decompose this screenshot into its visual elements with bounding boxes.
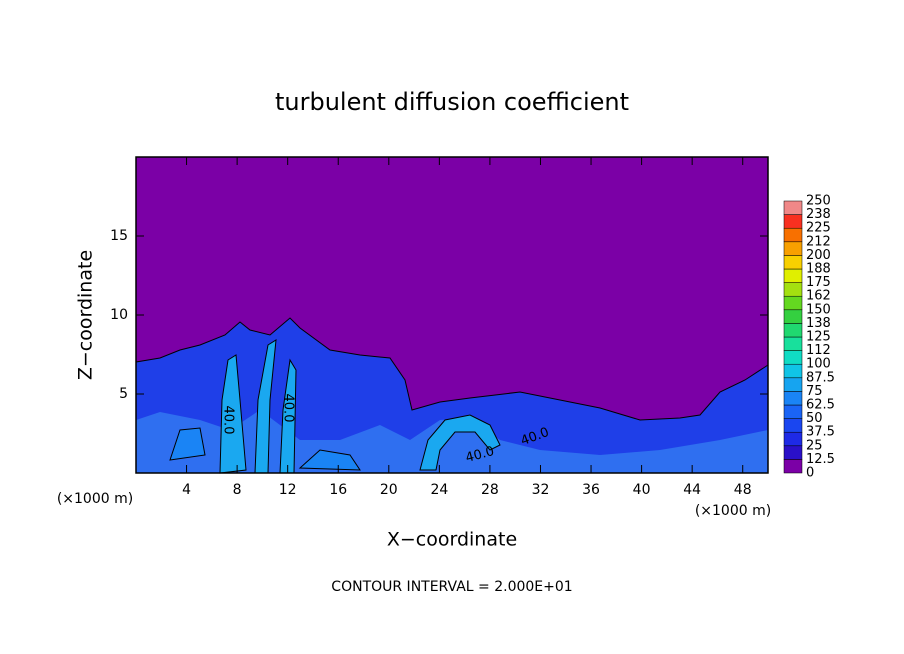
colorbar-segment <box>783 459 803 474</box>
x-axis-label: X−coordinate <box>387 529 517 551</box>
colorbar-segment <box>783 418 803 433</box>
colorbar-segment <box>783 363 803 379</box>
colorbar-label: 100 <box>806 357 831 372</box>
field <box>135 157 769 474</box>
colorbar-segment <box>783 350 803 365</box>
colorbar-segment <box>783 200 803 215</box>
colorbar-label: 212 <box>806 234 831 249</box>
y-tick-label: 15 <box>110 228 128 244</box>
colorbar-label: 225 <box>806 221 831 236</box>
colorbar-label: 162 <box>806 289 831 304</box>
colorbar-label: 37.5 <box>806 425 835 440</box>
colorbar-label: 125 <box>806 330 831 345</box>
y-axis-label: Z−coordinate <box>75 250 97 380</box>
colorbar-label: 50 <box>806 411 823 426</box>
colorbar-segment <box>783 404 803 419</box>
colorbar-segment <box>783 255 803 270</box>
colorbar-segment <box>783 445 803 460</box>
contour-label: 40.0 <box>221 406 236 435</box>
x-tick-label: 12 <box>279 482 297 498</box>
colorbar-label: 188 <box>806 262 831 277</box>
x-tick-label: 20 <box>380 482 398 498</box>
y-tick-label: 10 <box>110 307 128 323</box>
colorbar-label: 175 <box>806 275 831 290</box>
colorbar-label: 112 <box>806 343 831 358</box>
x-tick-label: 4 <box>182 482 191 498</box>
y-tick-label: 5 <box>119 386 128 402</box>
colorbar-label: 75 <box>806 384 823 399</box>
x-tick-label: 36 <box>582 482 600 498</box>
colorbar-segment <box>783 268 803 283</box>
x-tick-label: 32 <box>532 482 550 498</box>
colorbar-label: 0 <box>806 466 814 481</box>
x-tick-label: 44 <box>683 482 701 498</box>
x-unit-label: (×1000 m) <box>695 503 771 519</box>
colorbar-label: 87.5 <box>806 370 835 385</box>
colorbar-segment <box>783 214 803 229</box>
colorbar-segment <box>783 391 803 406</box>
colorbar-segment <box>783 431 803 447</box>
colorbar-segment <box>783 323 803 338</box>
colorbar-segment <box>783 336 803 351</box>
x-tick-label: 8 <box>233 482 242 498</box>
colorbar-segment <box>783 241 803 256</box>
field-plume <box>419 414 501 471</box>
x-unit-label: (×1000 m) <box>57 491 133 507</box>
chart-title: turbulent diffusion coefficient <box>275 88 629 116</box>
colorbar-segment <box>783 295 803 311</box>
colorbar-label: 25 <box>806 438 823 453</box>
contour-label: 40.0 <box>464 444 496 466</box>
colorbar-label: 12.5 <box>806 452 835 467</box>
colorbar-label: 62.5 <box>806 398 835 413</box>
colorbar-segment <box>783 282 803 297</box>
colorbar-label: 238 <box>806 207 831 222</box>
colorbar-segment <box>783 309 803 324</box>
colorbar-segment <box>783 377 803 392</box>
field-region <box>169 427 361 471</box>
x-tick-label: 28 <box>481 482 499 498</box>
colorbar-label: 138 <box>806 316 831 331</box>
colorbar-label: 200 <box>806 248 831 263</box>
colorbar-segment <box>783 227 803 243</box>
x-tick-label: 16 <box>329 482 347 498</box>
x-tick-label: 48 <box>734 482 752 498</box>
colorbar-label: 150 <box>806 302 831 317</box>
x-tick-label: 24 <box>430 482 448 498</box>
x-tick-label: 40 <box>633 482 651 498</box>
contour-label: 40.0 <box>281 394 296 423</box>
footer-note: CONTOUR INTERVAL = 2.000E+01 <box>331 579 572 595</box>
colorbar-label: 250 <box>806 194 831 209</box>
